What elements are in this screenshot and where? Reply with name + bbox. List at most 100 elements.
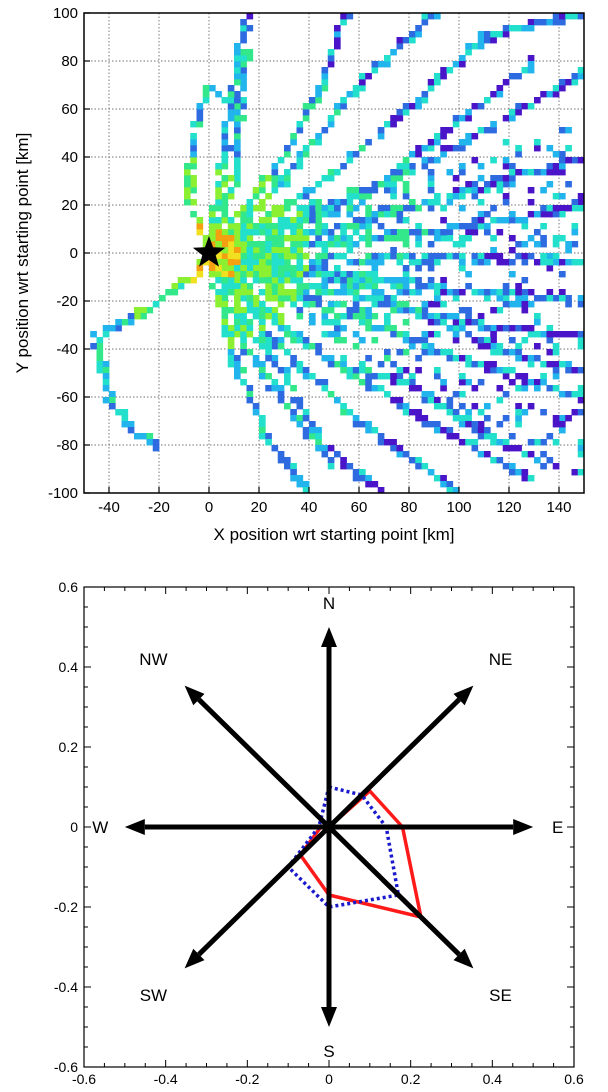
heatmap-cell <box>309 319 316 326</box>
heatmap-cell <box>365 379 372 386</box>
heatmap-cell <box>390 379 397 386</box>
heatmap-cell <box>302 205 310 212</box>
heatmap-cell <box>234 247 241 254</box>
heatmap-cell <box>290 331 297 338</box>
heatmap-cell <box>290 469 297 476</box>
heatmap-cell <box>327 271 335 278</box>
heatmap-cell <box>459 391 466 398</box>
heatmap-cell <box>384 277 391 284</box>
heatmap-cell <box>571 469 579 476</box>
heatmap-cell <box>427 265 435 272</box>
heatmap-cell <box>571 73 579 80</box>
heatmap-cell <box>434 367 441 374</box>
heatmap-cell <box>409 199 416 206</box>
heatmap-cell <box>496 217 504 224</box>
heatmap-cell <box>509 463 516 470</box>
heatmap-cell <box>490 307 497 314</box>
heatmap-cell <box>484 31 491 38</box>
heatmap-cell <box>302 343 310 350</box>
heatmap-cell <box>265 313 272 320</box>
heatmap-cell <box>334 43 341 50</box>
heatmap-cell <box>240 337 247 344</box>
heatmap-cell <box>415 367 422 374</box>
heatmap-cell <box>484 367 491 374</box>
heatmap-cell <box>552 349 560 356</box>
heatmap-cell <box>240 235 247 242</box>
arrow-se-shaft <box>327 825 461 957</box>
heatmap-cell <box>484 97 491 104</box>
heatmap-cell <box>421 97 429 104</box>
heatmap-cell <box>402 217 410 224</box>
heatmap-cell <box>346 289 354 296</box>
heatmap-cell <box>427 319 435 326</box>
heatmap-cell <box>509 301 516 308</box>
heatmap-cell <box>259 301 266 308</box>
heatmap-cell <box>409 37 416 44</box>
heatmap-cell <box>484 289 491 296</box>
heatmap-cell <box>246 13 254 20</box>
heatmap-cell <box>427 391 435 398</box>
heatmap-cell <box>434 139 441 146</box>
heatmap-cell <box>427 253 435 260</box>
y-tick-label: -60 <box>56 389 78 406</box>
heatmap-cell <box>365 223 372 230</box>
heatmap-cell <box>534 319 541 326</box>
heatmap-cell <box>309 343 316 350</box>
heatmap-cell <box>221 229 229 236</box>
heatmap-cell <box>371 289 379 296</box>
heatmap-cell <box>359 337 366 344</box>
heatmap-cell <box>540 187 547 194</box>
heatmap-cell <box>521 277 529 284</box>
heatmap-cell <box>296 277 304 284</box>
heatmap-cell <box>577 295 584 302</box>
heatmap-cell <box>234 97 241 104</box>
heatmap-cell <box>359 85 366 92</box>
heatmap-cell <box>559 259 566 266</box>
heatmap-cell <box>409 229 416 236</box>
heatmap-cell <box>327 445 335 452</box>
heatmap-cell <box>546 19 554 26</box>
heatmap-cell <box>302 271 310 278</box>
heatmap-cell <box>221 181 229 188</box>
heatmap-cell <box>259 229 266 236</box>
heatmap-cell <box>371 481 379 488</box>
heatmap-cell <box>527 103 535 110</box>
heatmap-cell <box>484 415 491 422</box>
heatmap-cell <box>359 307 366 314</box>
heatmap-cell <box>402 337 410 344</box>
heatmap-cell <box>302 283 310 290</box>
heatmap-cell <box>234 289 241 296</box>
heatmap-cell <box>221 235 229 242</box>
heatmap-cell <box>365 241 372 248</box>
heatmap-cell <box>490 433 497 440</box>
heatmap-cell <box>290 163 297 170</box>
heatmap-cell <box>327 331 335 338</box>
heatmap-cell <box>552 439 560 446</box>
heatmap-cell <box>559 289 566 296</box>
heatmap-cell <box>296 265 304 272</box>
heatmap-cell <box>221 277 229 284</box>
heatmap-cell <box>559 157 566 164</box>
heatmap-cell <box>271 253 279 260</box>
heatmap-cell <box>540 253 547 260</box>
heatmap-cell <box>477 217 485 224</box>
heatmap-cell <box>202 235 210 242</box>
start-point-marker <box>192 236 226 267</box>
heatmap-cell <box>402 37 410 44</box>
heatmap-cell <box>490 205 497 212</box>
heatmap-cell <box>477 343 485 350</box>
heatmap-cell <box>221 325 229 332</box>
heatmap-cell <box>209 211 216 218</box>
heatmap-cell <box>521 355 529 362</box>
heatmap-cell <box>215 277 222 284</box>
heatmap-cell <box>265 259 272 266</box>
heatmap-cell <box>396 451 404 458</box>
heatmap-cell <box>209 85 216 92</box>
heatmap-cell <box>221 121 229 128</box>
heatmap-cell <box>534 295 541 302</box>
heatmap-cell <box>427 301 435 308</box>
heatmap-cell <box>565 301 572 308</box>
heatmap-cell <box>271 307 279 314</box>
heatmap-cell <box>227 103 235 110</box>
